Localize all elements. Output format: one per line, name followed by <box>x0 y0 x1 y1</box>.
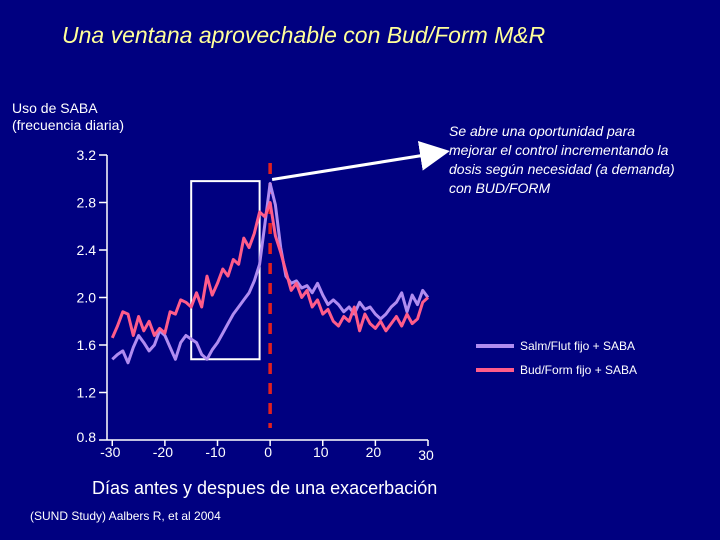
x-axis-label: Días antes y despues de una exacerbación <box>92 478 438 498</box>
legend-label-bud: Bud/Form fijo + SABA <box>520 363 638 377</box>
y-tick-label: 3.2 <box>77 147 97 163</box>
y-tick-label: 2.4 <box>77 242 97 258</box>
series-line-salm <box>111 182 430 365</box>
legend-item-bud: Bud/Form fijo + SABA <box>476 358 637 382</box>
x-tick-label: -10 <box>205 444 225 460</box>
y-tick-label: 2.0 <box>77 290 97 306</box>
y-tick-label: 1.6 <box>77 337 97 353</box>
legend-label-salm: Salm/Flut fijo + SABA <box>520 339 636 353</box>
chart-legend: Salm/Flut fijo + SABA Bud/Form fijo + SA… <box>476 334 637 382</box>
highlight-box <box>190 180 261 361</box>
legend-swatch-salm <box>476 344 514 348</box>
y-tick-label: 0.8 <box>77 429 97 445</box>
y-tick-label: 2.8 <box>77 195 97 211</box>
legend-swatch-bud <box>476 368 514 372</box>
y-axis-label: Uso de SABA (frecuencia diaria) <box>12 100 124 134</box>
series-line-bud <box>110 201 430 339</box>
y-axis-label-line: Uso de SABA <box>12 100 98 116</box>
source-citation: (SUND Study) Aalbers R, et al 2004 <box>30 509 221 523</box>
legend-item-salm: Salm/Flut fijo + SABA <box>476 334 637 358</box>
x-tick-label: 20 <box>366 444 382 460</box>
x-tick-label: 30 <box>418 447 434 463</box>
y-tick-label: 1.2 <box>77 385 97 401</box>
slide-title: Una ventana aprovechable con Bud/Form M&… <box>62 22 546 48</box>
x-tick-label: -30 <box>100 444 120 460</box>
x-tick-label: -20 <box>153 444 173 460</box>
annotation-arrow <box>271 140 450 181</box>
opportunity-annotation: Se abre una oportunidad para mejorar el … <box>449 123 675 196</box>
x-tick-label: 10 <box>313 444 329 460</box>
x-tick-label: 0 <box>264 444 272 460</box>
y-axis-label-line: (frecuencia diaria) <box>12 117 125 133</box>
